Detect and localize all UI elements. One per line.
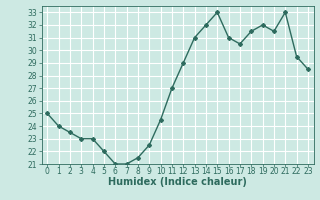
X-axis label: Humidex (Indice chaleur): Humidex (Indice chaleur): [108, 177, 247, 187]
